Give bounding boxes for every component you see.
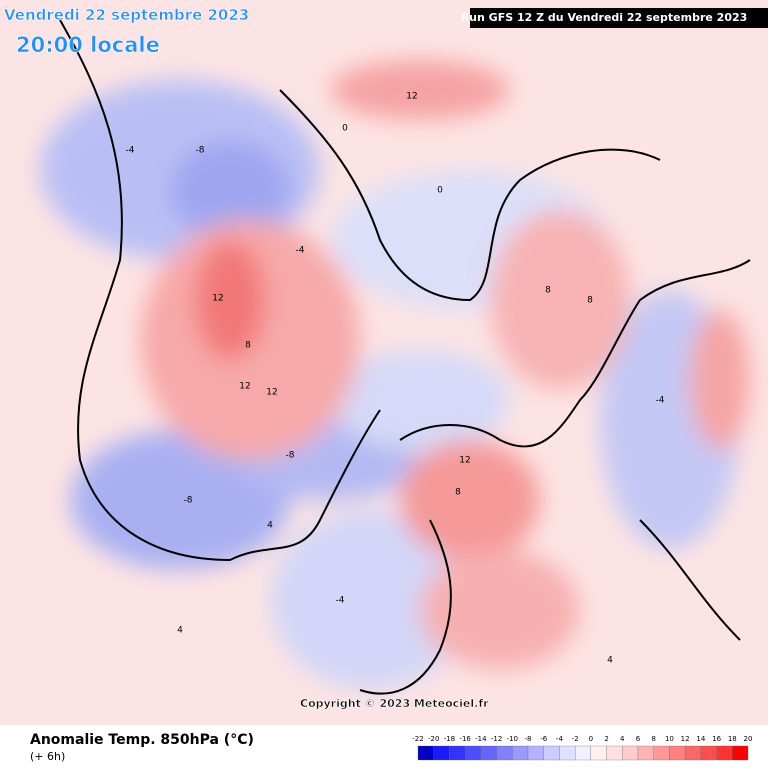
scale-swatch: [622, 745, 639, 761]
scale-swatch: [574, 745, 592, 761]
scale-tick-label: 12: [681, 735, 690, 743]
contour-label: 8: [587, 296, 593, 306]
local-time: 20:00 locale: [16, 33, 160, 57]
scale-tick-label: -14: [475, 735, 487, 743]
cold-area: [330, 350, 510, 450]
scale-tick-label: 14: [696, 735, 705, 743]
scale-tick-label: -16: [459, 735, 471, 743]
scale-swatch: [700, 745, 717, 761]
scale-swatch: [496, 745, 513, 761]
contour-label: 0: [342, 124, 348, 134]
contour-labels: 12 12 12 12 12 8 8 8 8 -8 -8 -8 -4 -4 -4 -4 4 4 4 0 0: [126, 92, 665, 666]
coastline: [359, 519, 452, 695]
contour-label: -8: [196, 146, 205, 156]
color-scale: -22 -20 -18 -16 -14 -12 -10 -8 -6 -4 -2 0 2 4 6 8 10 12 14…: [412, 735, 753, 761]
scale-swatch: [417, 745, 434, 761]
date: Vendredi 22 septembre 2023: [4, 6, 249, 24]
scale-swatch: [543, 745, 560, 761]
scale-tick-label: 18: [728, 735, 737, 743]
scale-tick-label: 6: [636, 735, 641, 743]
contour-label: -4: [336, 596, 345, 606]
contour-label: -4: [296, 246, 305, 256]
scale-tick-label: -18: [444, 735, 455, 743]
scale-tick-label: 4: [620, 735, 625, 743]
contour-label: -4: [126, 146, 135, 156]
scale-swatch: [480, 745, 497, 761]
warm-area: [690, 310, 750, 450]
scale-tick-label: 2: [604, 735, 608, 743]
scale-tick-label: -20: [428, 735, 439, 743]
footer-lead: (+ 6h): [30, 750, 65, 763]
scale-tick-label: -22: [412, 735, 423, 743]
coastline: [279, 89, 661, 302]
scale-swatch: [716, 745, 733, 761]
contour-label: 8: [245, 341, 251, 351]
scale-tick-label: 8: [651, 735, 655, 743]
scale-tick-label: 20: [744, 735, 753, 743]
anomaly-field: [40, 60, 750, 690]
scale-swatch: [606, 745, 623, 761]
scale-swatch: [590, 745, 607, 761]
contour-label: 12: [212, 294, 223, 304]
scale-tick-label: -10: [507, 735, 518, 743]
scale-tick-label: -12: [491, 735, 502, 743]
warm-area: [330, 60, 510, 120]
cold-area: [170, 140, 290, 240]
footer-title: Anomalie Temp. 850hPa (°C): [30, 732, 254, 748]
cold-area: [270, 510, 470, 690]
scale-swatch: [684, 745, 702, 761]
contour-label: 12: [266, 388, 277, 398]
run-banner: [470, 8, 768, 28]
scale-tick-label: -4: [556, 735, 564, 743]
coastlines: [59, 19, 751, 695]
contour-label: 4: [177, 626, 183, 636]
contour-label: -8: [286, 451, 295, 461]
warm-area: [195, 240, 265, 360]
contour-label: 12: [239, 382, 250, 392]
contour-label: 4: [607, 656, 613, 666]
scale-tick-label: 10: [665, 735, 674, 743]
contour-label: 4: [267, 521, 273, 531]
scale-tick-label: -8: [525, 735, 532, 743]
scale-swatch: [637, 745, 654, 761]
contour-label: 12: [406, 92, 417, 102]
cold-area: [70, 430, 290, 570]
scale-tick-label: 0: [589, 735, 593, 743]
copyright: Copyright © 2023 Meteociel.fr: [300, 697, 489, 710]
contour-label: 0: [437, 186, 443, 196]
scale-swatch: [512, 745, 529, 761]
contour-label: -4: [656, 396, 665, 406]
coastline: [399, 259, 751, 448]
contour-label: 8: [545, 286, 551, 296]
scale-swatch: [449, 745, 466, 761]
contour-label: 8: [455, 488, 461, 498]
contour-label: -8: [184, 496, 193, 506]
scale-swatch: [527, 745, 544, 761]
scale-swatch: [732, 745, 749, 761]
warm-area: [420, 550, 580, 670]
scale-swatch: [433, 745, 450, 761]
scale-tick-label: -6: [540, 735, 548, 743]
scale-swatch: [669, 745, 686, 761]
scale-tick-label: -2: [572, 735, 579, 743]
scale-swatch: [653, 745, 670, 761]
coastline: [59, 19, 381, 562]
contour-label: 12: [459, 456, 470, 466]
coastline: [639, 519, 741, 641]
run-info: Run GFS 12 Z du Vendredi 22 septembre 20…: [461, 11, 748, 24]
scale-swatch: [559, 745, 576, 761]
warm-area: [490, 210, 630, 390]
scale-swatch: [464, 745, 482, 761]
scale-tick-label: 16: [712, 735, 721, 743]
